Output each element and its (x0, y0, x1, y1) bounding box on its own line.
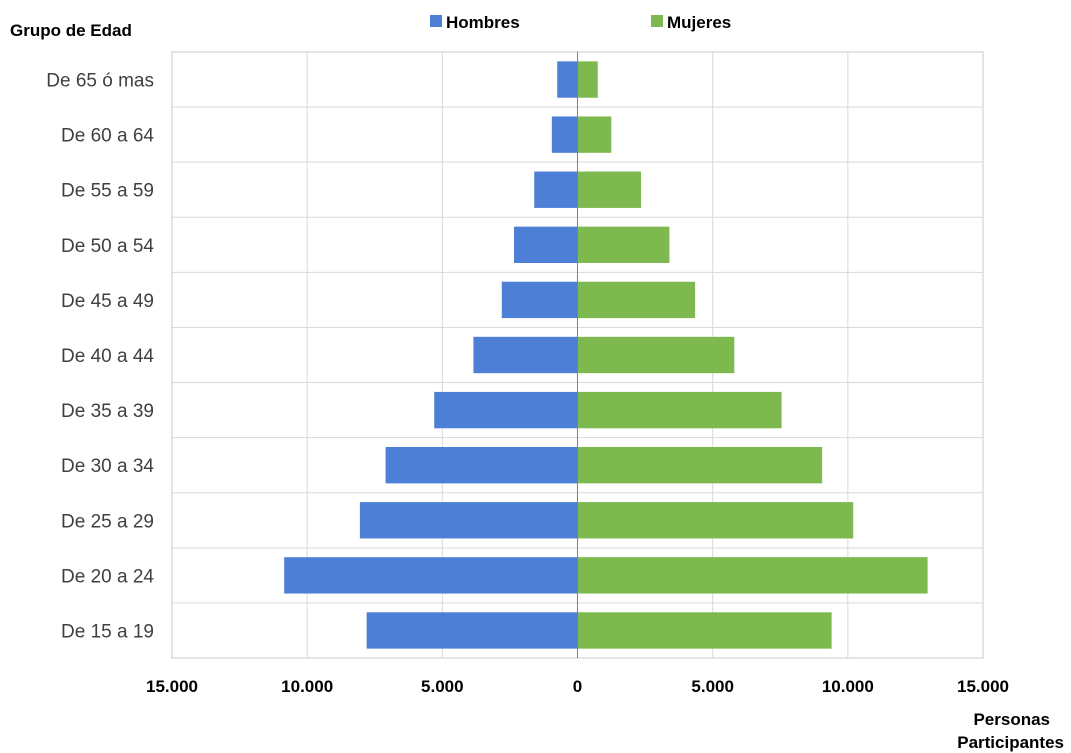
bar-hombres-9 (284, 557, 578, 594)
bar-mujeres-9 (577, 557, 928, 594)
x-tick-labels: 15.000 10.000 5.000 0 5.000 10.000 15.000 (146, 677, 1009, 696)
x-tick-label: 10.000 (822, 677, 874, 696)
x-tick-label: 15.000 (957, 677, 1009, 696)
legend-swatch-hombres (430, 15, 442, 27)
bar-hombres-7 (385, 447, 578, 484)
category-label: De 20 a 24 (61, 566, 154, 587)
bar-hombres-6 (434, 391, 578, 429)
bar-hombres-5 (473, 336, 578, 374)
bar-hombres-8 (359, 502, 578, 539)
legend-swatch-mujeres (651, 15, 663, 27)
bar-mujeres-3 (577, 226, 670, 263)
x-tick-label: 5.000 (421, 677, 464, 696)
bar-hombres-10 (366, 612, 578, 649)
bar-hombres-4 (501, 281, 578, 319)
bar-mujeres-6 (577, 391, 782, 429)
category-label: De 60 a 64 (61, 126, 154, 147)
category-label: De 50 a 54 (61, 236, 154, 257)
x-tick-label: 5.000 (691, 677, 734, 696)
x-tick-label: 15.000 (146, 677, 198, 696)
x-axis-title-line1: Personas (973, 710, 1050, 729)
category-label: De 15 a 19 (61, 621, 154, 642)
category-label: De 55 a 59 (61, 181, 154, 202)
x-tick-label: 10.000 (281, 677, 333, 696)
bar-hombres-3 (513, 226, 578, 263)
bar-mujeres-0 (577, 61, 598, 98)
x-tick-label: 0 (573, 677, 582, 696)
category-labels: De 65 ó mas De 60 a 64 De 55 a 59 De 50 a 5… (46, 71, 154, 643)
category-label: De 25 a 29 (61, 511, 154, 532)
bar-mujeres-10 (577, 612, 832, 649)
y-axis-title: Grupo de Edad (10, 21, 132, 40)
bar-mujeres-5 (577, 336, 735, 374)
bar-mujeres-2 (577, 171, 642, 208)
bars (284, 61, 928, 649)
bar-mujeres-1 (577, 116, 612, 153)
category-label: De 40 a 44 (61, 346, 154, 367)
category-label: De 30 a 34 (61, 456, 154, 477)
bar-hombres-1 (551, 116, 578, 153)
legend: Hombres Mujeres (430, 13, 731, 32)
bar-mujeres-8 (577, 502, 854, 539)
legend-label-hombres: Hombres (446, 13, 520, 32)
category-label: De 45 a 49 (61, 291, 154, 312)
category-label: De 65 ó mas (46, 71, 154, 92)
bar-mujeres-4 (577, 281, 696, 319)
bar-hombres-0 (557, 61, 578, 98)
x-axis-title-line2: Participantes (957, 733, 1064, 752)
bar-hombres-2 (534, 171, 578, 208)
legend-label-mujeres: Mujeres (667, 13, 731, 32)
bar-mujeres-7 (577, 447, 823, 484)
category-label: De 35 a 39 (61, 401, 154, 422)
